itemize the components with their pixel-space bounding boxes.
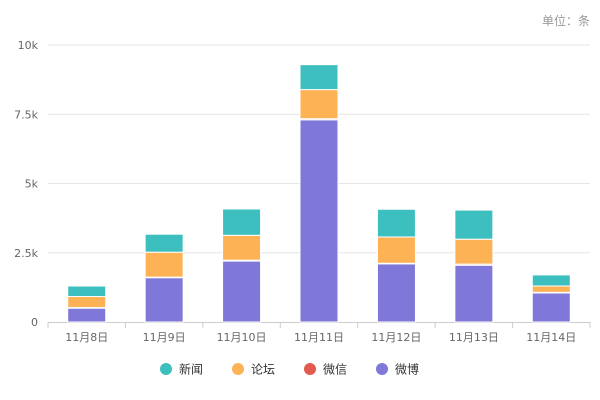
x-tick-label: 11月14日 <box>526 331 576 344</box>
bar-segment[interactable] <box>376 236 416 264</box>
y-tick-label: 2.5k <box>14 247 38 260</box>
bar-segment[interactable] <box>376 263 416 323</box>
legend-marker[interactable] <box>304 363 316 375</box>
bar-segment[interactable] <box>531 285 571 293</box>
bar-segment[interactable] <box>299 119 339 323</box>
x-tick-label: 11月11日 <box>294 331 344 344</box>
y-tick-label: 0 <box>31 316 38 329</box>
legend-marker[interactable] <box>232 363 244 375</box>
y-tick-label: 10k <box>18 39 39 52</box>
bar-segment[interactable] <box>299 64 339 91</box>
bar-segment[interactable] <box>299 89 339 120</box>
legend-marker[interactable] <box>376 363 388 375</box>
legend-item-label[interactable]: 微博 <box>395 362 419 377</box>
y-tick-label: 7.5k <box>14 108 38 121</box>
x-tick-label: 11月9日 <box>143 331 186 344</box>
x-tick-label: 11月8日 <box>65 331 108 344</box>
bar-segment[interactable] <box>531 274 571 287</box>
unit-label: 单位：条 <box>541 14 590 28</box>
y-tick-label: 5k <box>25 178 39 191</box>
legend-item-label[interactable]: 新闻 <box>179 362 203 377</box>
bar-segment[interactable] <box>454 209 494 240</box>
legend-marker[interactable] <box>160 363 172 375</box>
bar-segment[interactable] <box>222 234 262 261</box>
legend-item-label[interactable]: 论坛 <box>251 363 275 377</box>
bar-segment[interactable] <box>376 208 416 238</box>
x-tick-label: 11月13日 <box>449 331 499 344</box>
bar-segment[interactable] <box>144 233 184 253</box>
bar-segment[interactable] <box>222 208 262 236</box>
bar-segment[interactable] <box>144 277 184 323</box>
bar-segment[interactable] <box>144 251 184 278</box>
bar-segment[interactable] <box>67 296 107 309</box>
legend-item-label[interactable]: 微信 <box>323 363 347 377</box>
bar-segment[interactable] <box>454 264 494 323</box>
bar-segment[interactable] <box>67 307 107 323</box>
bar-segment[interactable] <box>531 292 571 323</box>
x-tick-label: 11月12日 <box>371 331 421 344</box>
bar-segment[interactable] <box>454 238 494 265</box>
bar-segment[interactable] <box>67 285 107 298</box>
bar-segment[interactable] <box>222 260 262 323</box>
x-tick-label: 11月10日 <box>217 331 267 344</box>
